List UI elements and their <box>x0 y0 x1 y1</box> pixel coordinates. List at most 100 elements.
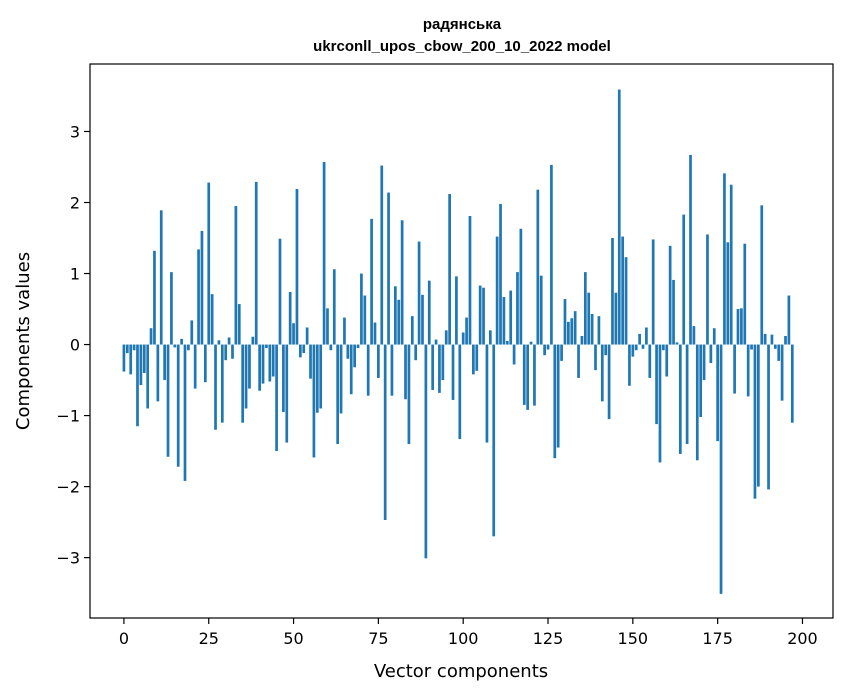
bar-component-41 <box>261 344 265 384</box>
bar-component-94 <box>441 344 445 381</box>
bar-component-154 <box>645 327 648 345</box>
bar-component-146 <box>617 89 621 345</box>
bar-component-174 <box>712 328 716 345</box>
bar-component-178 <box>726 242 730 345</box>
bar-component-91 <box>431 344 435 391</box>
bar-component-119 <box>526 344 530 410</box>
bar-component-99 <box>458 344 462 440</box>
bar-component-78 <box>387 192 390 345</box>
bar-component-116 <box>516 272 519 345</box>
bar-component-104 <box>475 344 479 371</box>
bar-component-113 <box>505 341 509 345</box>
bar-component-137 <box>587 292 591 345</box>
bar-component-76 <box>380 165 384 345</box>
bar-component-89 <box>424 344 428 559</box>
bar-component-111 <box>499 203 502 345</box>
bar-component-52 <box>298 344 302 358</box>
x-tick-label: 200 <box>787 629 818 648</box>
bar-component-128 <box>556 344 560 448</box>
bar-component-147 <box>621 236 625 345</box>
y-tick-label: 2 <box>70 194 80 213</box>
bar-component-7 <box>146 344 150 409</box>
bar-component-45 <box>275 344 278 452</box>
bar-component-43 <box>268 344 272 382</box>
bar-component-165 <box>682 214 686 345</box>
bar-component-32 <box>231 344 234 359</box>
bar-component-188 <box>760 205 764 345</box>
bar-component-129 <box>560 344 563 361</box>
bar-component-51 <box>295 189 299 345</box>
bar-component-103 <box>472 344 475 375</box>
bar-component-70 <box>360 273 363 345</box>
bar-component-152 <box>638 333 641 345</box>
bar-component-186 <box>753 344 757 499</box>
bar-component-114 <box>509 290 513 345</box>
bar-component-77 <box>383 344 387 520</box>
bar-component-22 <box>197 249 200 345</box>
bar-component-4 <box>136 344 139 427</box>
bar-component-95 <box>444 330 448 345</box>
bar-component-158 <box>658 344 662 463</box>
bar-component-171 <box>702 344 706 381</box>
y-tick-label: −3 <box>56 549 80 568</box>
bar-component-108 <box>488 330 492 345</box>
bar-component-101 <box>465 317 468 345</box>
bar-component-12 <box>163 344 166 381</box>
bar-component-181 <box>736 309 740 345</box>
bar-component-82 <box>400 220 404 345</box>
bar-component-166 <box>685 344 689 444</box>
bar-component-57 <box>315 344 319 413</box>
bar-component-67 <box>349 344 353 395</box>
y-tick-label: 0 <box>70 336 80 355</box>
y-axis-label: Components values <box>13 252 34 430</box>
bar-component-136 <box>583 272 587 345</box>
bar-component-124 <box>543 344 546 356</box>
bar-component-117 <box>519 228 523 345</box>
bar-component-19 <box>187 344 190 351</box>
bar-component-189 <box>763 333 767 345</box>
bar-component-191 <box>770 334 774 345</box>
bar-component-65 <box>343 317 346 345</box>
bar-component-53 <box>302 344 306 354</box>
bar-component-75 <box>377 344 380 378</box>
bar-component-69 <box>356 344 360 349</box>
bar-component-72 <box>366 344 370 396</box>
bar-component-140 <box>597 316 601 345</box>
bar-component-66 <box>346 344 350 359</box>
bar-component-173 <box>709 344 713 364</box>
bar-component-58 <box>319 344 323 409</box>
bar-component-163 <box>675 342 679 345</box>
bar-component-157 <box>655 344 658 425</box>
bar-component-190 <box>767 344 770 490</box>
bar-component-177 <box>723 173 726 345</box>
bar-component-159 <box>662 344 665 351</box>
bar-component-40 <box>258 344 261 391</box>
bar-component-106 <box>482 287 485 345</box>
bar-component-11 <box>159 210 163 345</box>
bar-component-127 <box>553 344 557 459</box>
bar-component-44 <box>271 344 275 377</box>
bar-component-120 <box>529 341 533 345</box>
bar-component-175 <box>716 344 719 442</box>
bar-component-130 <box>563 299 567 345</box>
bar-component-84 <box>407 344 411 444</box>
bar-component-96 <box>448 193 451 345</box>
bar-component-194 <box>780 344 784 401</box>
bar-component-80 <box>393 286 397 345</box>
bar-component-105 <box>478 285 482 345</box>
bar-component-83 <box>404 344 407 400</box>
bar-component-13 <box>166 344 170 457</box>
bar-component-28 <box>217 340 221 345</box>
bar-component-93 <box>438 344 441 393</box>
bar-component-0 <box>122 344 126 372</box>
bar-component-24 <box>203 344 207 383</box>
bar-component-123 <box>539 275 543 345</box>
bar-component-16 <box>176 344 180 467</box>
bar-component-20 <box>190 320 194 345</box>
bar-component-9 <box>153 250 156 345</box>
x-tick-label: 175 <box>702 629 733 648</box>
bar-component-36 <box>244 344 248 409</box>
bar-component-144 <box>611 238 614 345</box>
bar-component-23 <box>200 230 204 345</box>
